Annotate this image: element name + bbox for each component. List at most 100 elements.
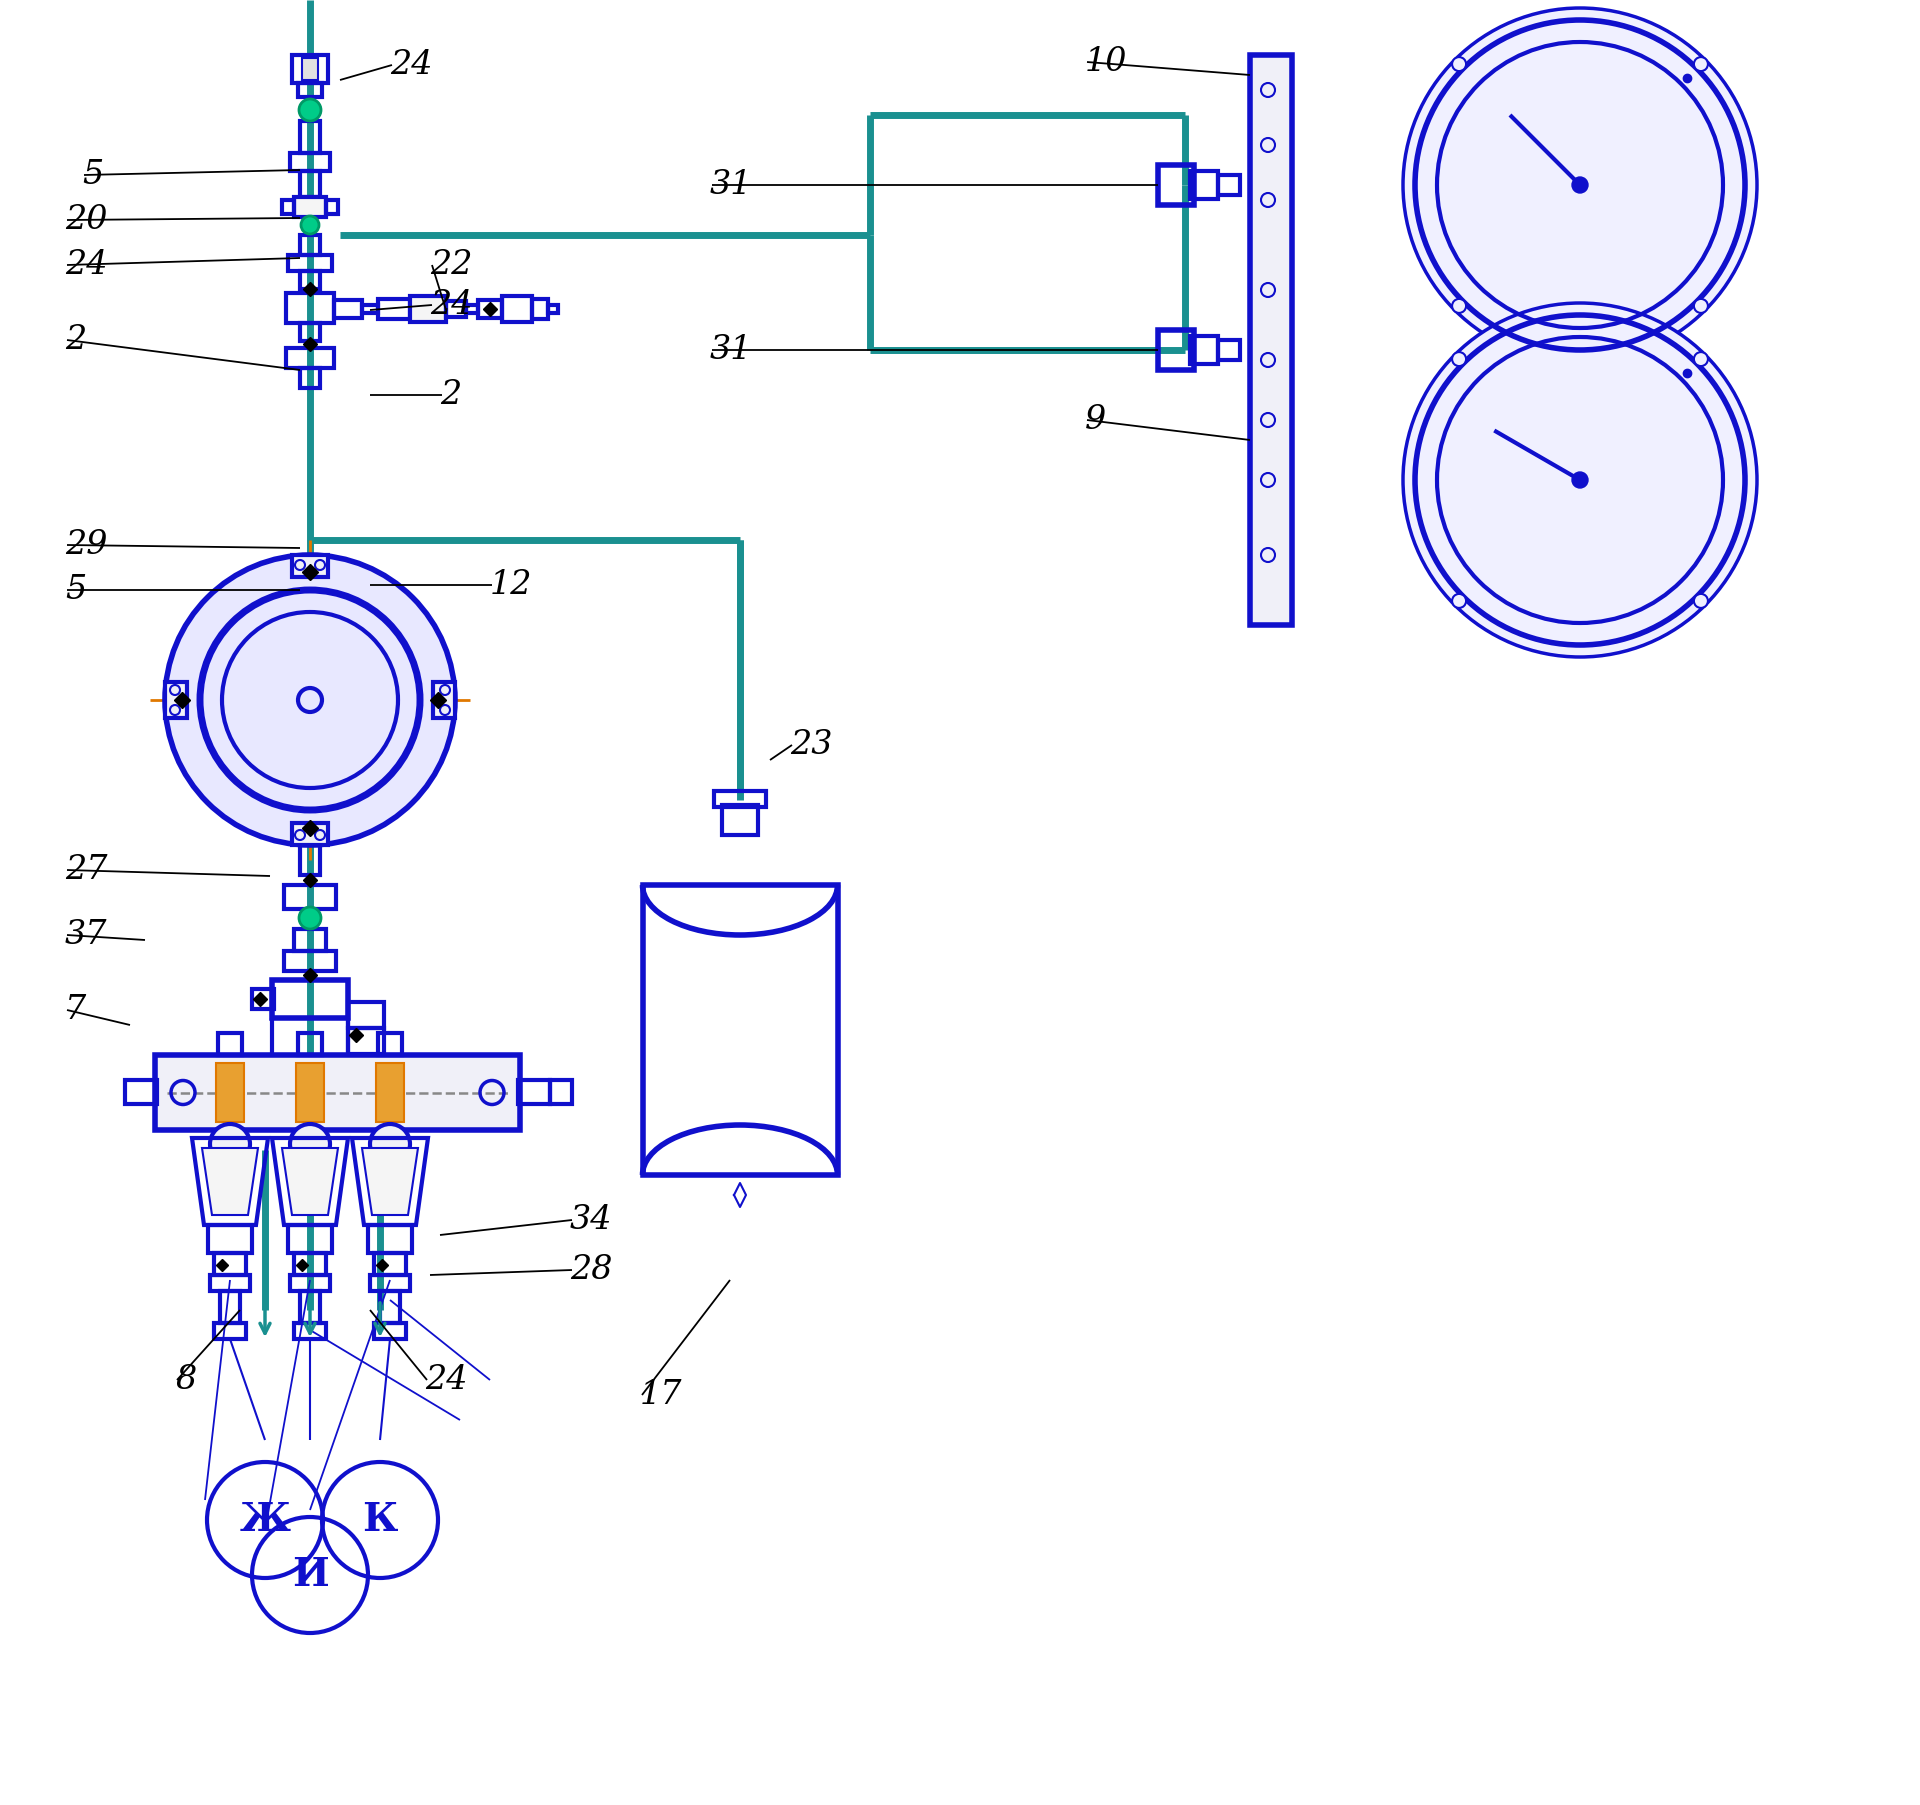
Text: 7: 7 [65, 995, 86, 1025]
Text: 2: 2 [65, 325, 86, 356]
Bar [467, 305, 478, 312]
Polygon shape [363, 1148, 419, 1215]
Circle shape [1572, 471, 1588, 487]
Bar [300, 1291, 321, 1323]
Bar [549, 1079, 572, 1105]
Text: 2: 2 [440, 379, 461, 412]
Text: 12: 12 [490, 569, 532, 601]
Bar [213, 1323, 246, 1339]
Bar [213, 1253, 246, 1274]
Circle shape [300, 99, 321, 121]
Bar [300, 845, 321, 875]
Bar [532, 300, 547, 319]
Bar [219, 1032, 242, 1054]
Bar [300, 271, 321, 289]
Bar [298, 83, 323, 97]
Text: 17: 17 [639, 1379, 682, 1412]
Bar [547, 305, 559, 312]
Bar [369, 1226, 413, 1253]
Bar [292, 823, 328, 845]
Bar [301, 58, 319, 79]
Circle shape [165, 554, 455, 845]
Bar [378, 1032, 401, 1054]
Text: 24: 24 [65, 249, 108, 282]
Bar [1158, 164, 1194, 206]
Bar [282, 200, 294, 215]
Bar [125, 1079, 157, 1105]
Bar [1250, 54, 1292, 625]
Bar [722, 805, 758, 836]
Text: Ж: Ж [240, 1502, 290, 1540]
Circle shape [1452, 594, 1467, 608]
Circle shape [1452, 352, 1467, 366]
Bar [445, 301, 467, 318]
Bar [378, 300, 411, 319]
Circle shape [1452, 58, 1467, 70]
Bar [334, 300, 363, 318]
Bar [292, 554, 328, 578]
Circle shape [209, 1125, 250, 1164]
Bar [156, 1054, 520, 1130]
Text: 5: 5 [83, 159, 104, 191]
Text: 29: 29 [65, 529, 108, 561]
Bar [501, 296, 532, 321]
Bar [298, 1032, 323, 1054]
Bar [284, 884, 336, 910]
Bar [326, 200, 338, 215]
Bar [714, 791, 766, 807]
Text: И: И [292, 1556, 328, 1594]
Text: 24: 24 [430, 289, 472, 321]
Text: 22: 22 [430, 249, 472, 282]
Bar [288, 255, 332, 271]
Bar [296, 1063, 324, 1123]
Bar [1217, 339, 1240, 359]
Bar [300, 235, 321, 255]
Bar [374, 1323, 405, 1339]
Bar [348, 1002, 384, 1029]
Text: 31: 31 [710, 170, 753, 200]
Bar [294, 930, 326, 951]
Bar [1158, 330, 1194, 370]
Circle shape [1404, 303, 1757, 657]
Circle shape [1693, 300, 1709, 312]
Bar [300, 323, 321, 341]
Text: 23: 23 [789, 729, 833, 762]
Circle shape [301, 217, 319, 235]
Polygon shape [282, 1148, 338, 1215]
Circle shape [1404, 7, 1757, 363]
Bar [300, 121, 321, 153]
Bar [376, 1063, 403, 1123]
Bar [217, 1063, 244, 1123]
Bar [518, 1079, 549, 1105]
Bar [348, 1029, 384, 1054]
Text: 37: 37 [65, 919, 108, 951]
Bar [374, 1253, 405, 1274]
Text: 27: 27 [65, 854, 108, 886]
Text: 9: 9 [1085, 404, 1106, 437]
Text: 24: 24 [390, 49, 432, 81]
Circle shape [1452, 300, 1467, 312]
Bar [288, 1226, 332, 1253]
Bar [286, 292, 334, 323]
Polygon shape [202, 1148, 257, 1215]
Circle shape [1572, 177, 1588, 193]
Bar [300, 368, 321, 388]
Bar [1190, 336, 1217, 365]
Bar [165, 682, 186, 718]
Circle shape [371, 1125, 411, 1164]
Bar [207, 1226, 252, 1253]
Bar [284, 951, 336, 971]
Bar [294, 197, 326, 217]
Bar [1217, 175, 1240, 195]
Bar [478, 300, 501, 318]
Circle shape [1693, 58, 1709, 70]
Bar [221, 1291, 240, 1323]
Circle shape [290, 1125, 330, 1164]
Text: 34: 34 [570, 1204, 612, 1236]
Bar [294, 1253, 326, 1274]
Bar [363, 305, 378, 312]
Bar [294, 1323, 326, 1339]
Bar [273, 980, 348, 1018]
Text: 20: 20 [65, 204, 108, 236]
Text: 10: 10 [1085, 45, 1127, 78]
